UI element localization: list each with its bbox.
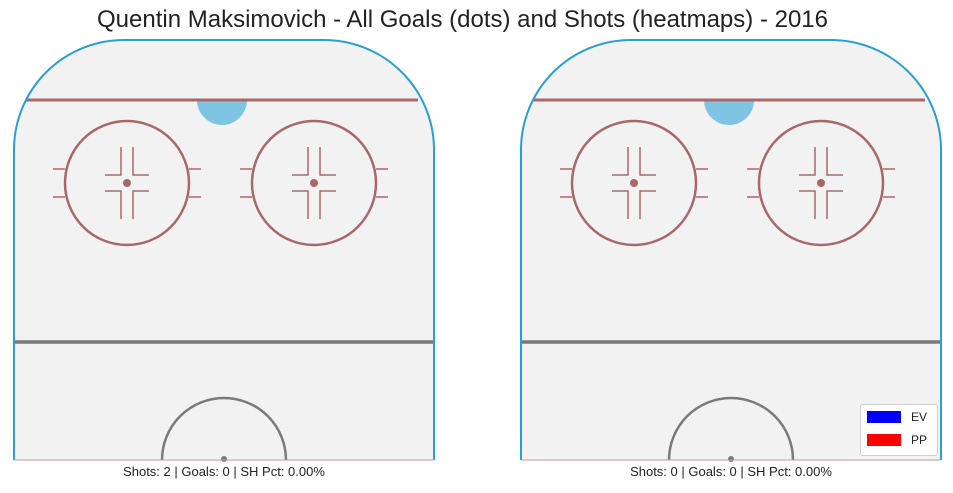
faceoff-lmark-left-2 xyxy=(105,190,122,219)
legend-entry-pp: PP xyxy=(867,433,927,447)
panel-caption-right: Shots: 0 | Goals: 0 | SH Pct: 0.00% xyxy=(630,464,832,479)
goal-crease xyxy=(704,100,754,125)
faceoff-lmark-right-3 xyxy=(319,190,336,219)
legend: EV PP xyxy=(860,404,938,456)
faceoff-circle-left xyxy=(63,119,191,247)
rink-panel-right xyxy=(520,39,942,462)
faceoff-lmark-right-2 xyxy=(799,190,816,219)
faceoff-circle-right xyxy=(250,119,378,247)
rink-boards xyxy=(13,39,435,460)
center-dot xyxy=(221,456,227,462)
faceoff-dot-left xyxy=(123,179,131,187)
faceoff-lmark-left-3 xyxy=(132,190,149,219)
faceoff-lmark-left-2 xyxy=(612,190,629,219)
legend-entry-ev: EV xyxy=(867,410,927,424)
legend-label-pp: PP xyxy=(911,433,928,447)
center-circle xyxy=(667,396,795,461)
rink-boards xyxy=(520,39,942,460)
rink-ice xyxy=(14,39,434,460)
center-dot xyxy=(728,456,734,462)
legend-label-ev: EV xyxy=(911,410,928,424)
faceoff-circle-right xyxy=(757,119,885,247)
faceoff-lmark-right-0 xyxy=(799,147,816,176)
faceoff-lmark-left-0 xyxy=(612,147,629,176)
faceoff-dot-left xyxy=(630,179,638,187)
goal-crease xyxy=(197,100,247,125)
legend-swatch-ev xyxy=(867,411,901,423)
faceoff-lmark-right-1 xyxy=(826,147,843,176)
center-circle xyxy=(160,396,288,461)
faceoff-lmark-right-2 xyxy=(292,190,309,219)
legend-swatch-pp xyxy=(867,434,901,446)
faceoff-dot-right xyxy=(310,179,318,187)
faceoff-lmark-right-3 xyxy=(826,190,843,219)
panel-caption-left: Shots: 2 | Goals: 0 | SH Pct: 0.00% xyxy=(123,464,325,479)
faceoff-lmark-left-1 xyxy=(639,147,656,176)
faceoff-lmark-left-1 xyxy=(132,147,149,176)
faceoff-lmark-right-1 xyxy=(319,147,336,176)
rink-panel-left xyxy=(13,39,435,462)
faceoff-circle-left xyxy=(570,119,698,247)
rink-ice xyxy=(521,39,941,460)
faceoff-lmark-left-3 xyxy=(639,190,656,219)
faceoff-lmark-left-0 xyxy=(105,147,122,176)
faceoff-dot-right xyxy=(817,179,825,187)
faceoff-lmark-right-0 xyxy=(292,147,309,176)
chart-title: Quentin Maksimovich - All Goals (dots) a… xyxy=(97,6,828,33)
